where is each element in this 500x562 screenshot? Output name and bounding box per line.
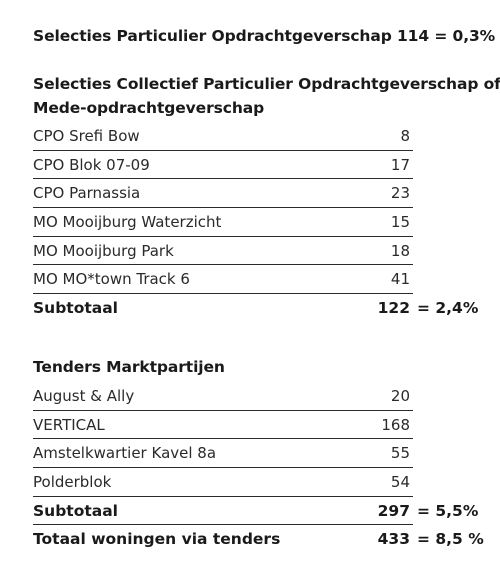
row-value: 20 [390, 387, 410, 405]
subtotal-value: 297 [377, 501, 410, 520]
grand-total-percentage: = 8,5 % [417, 530, 484, 549]
row-label: CPO Srefi Bow [33, 127, 140, 145]
subtotal-row: Subtotaal 297 = 5,5% [33, 497, 478, 526]
table-row: Polderblok 54 [33, 468, 413, 497]
section-collectief-heading-line2: Mede-opdrachtgeverschap [33, 99, 265, 117]
tenders-table: August & Ally 20 VERTICAL 168 Amstelkwar… [33, 382, 484, 554]
subtotal-row: Subtotaal 122 = 2,4% [33, 294, 478, 323]
grand-total-row: Totaal woningen via tenders 433 = 8,5 % [33, 525, 484, 554]
section-collectief-heading-line1: Selecties Collectief Particulier Opdrach… [33, 75, 500, 93]
subtotal-label: Subtotaal [33, 501, 118, 520]
row-value: 23 [390, 184, 410, 203]
subtotal-percentage: = 5,5% [417, 501, 479, 520]
row-value: 17 [390, 155, 410, 174]
row-label: August & Ally [33, 387, 135, 405]
row-value: 55 [390, 444, 410, 463]
row-value: 41 [390, 270, 410, 289]
row-label: MO MO*town Track 6 [33, 270, 190, 289]
table-row: MO MO*town Track 6 41 [33, 265, 413, 295]
grand-total-value: 433 [377, 530, 410, 549]
row-label: Amstelkwartier Kavel 8a [33, 444, 217, 463]
row-value: 18 [390, 241, 410, 260]
row-label: MO Mooijburg Waterzicht [33, 213, 222, 232]
subtotal-label: Subtotaal [33, 299, 118, 318]
subtotal-value: 122 [377, 299, 410, 318]
row-value: 54 [390, 473, 410, 492]
row-label: CPO Parnassia [33, 184, 141, 203]
grand-total-label: Totaal woningen via tenders [33, 530, 281, 549]
row-label: MO Mooijburg Park [33, 241, 174, 260]
table-row: Amstelkwartier Kavel 8a 55 [33, 439, 413, 469]
table-row: CPO Parnassia 23 [33, 179, 413, 209]
row-value: 8 [400, 127, 410, 145]
row-value: 15 [390, 213, 410, 232]
row-value: 168 [381, 415, 410, 434]
section-particulier-heading: Selecties Particulier Opdrachtgeverschap… [33, 27, 496, 45]
table-row: MO Mooijburg Waterzicht 15 [33, 208, 413, 237]
row-label: VERTICAL [33, 415, 105, 434]
table-row: August & Ally 20 [33, 382, 413, 411]
collectief-table: CPO Srefi Bow 8 CPO Blok 07-09 17 CPO Pa… [33, 122, 478, 323]
row-label: CPO Blok 07-09 [33, 155, 150, 174]
table-row: CPO Blok 07-09 17 [33, 151, 413, 180]
table-row: CPO Srefi Bow 8 [33, 122, 413, 151]
section-tenders-heading: Tenders Marktpartijen [33, 358, 225, 376]
table-row: VERTICAL 168 [33, 411, 413, 440]
table-row: MO Mooijburg Park 18 [33, 237, 413, 266]
subtotal-percentage: = 2,4% [417, 299, 479, 318]
row-label: Polderblok [33, 473, 112, 492]
